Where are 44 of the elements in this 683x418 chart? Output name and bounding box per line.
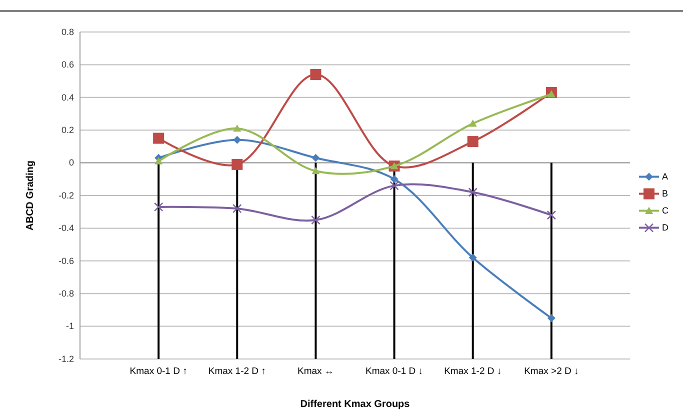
y-tick-label: -0.8 (58, 288, 74, 298)
point (468, 120, 477, 127)
point (312, 154, 320, 162)
point (153, 132, 164, 144)
point (233, 136, 242, 144)
y-tick-label: -0.4 (58, 223, 74, 234)
y-tick-label: -1.2 (58, 354, 74, 364)
x-tick-label: Kmax 0-1 D ↓ (366, 366, 424, 377)
x-axis-title: Different Kmax Groups (300, 399, 410, 410)
x-tick-label: Kmax >2 D ↓ (524, 366, 579, 377)
point (154, 157, 163, 164)
x-tick-label: Kmax 1-2 D ↑ (208, 366, 266, 377)
point (390, 181, 399, 190)
y-axis-title: ABCD Grading (25, 160, 36, 230)
point (547, 90, 556, 98)
point (468, 188, 478, 197)
x-tick-label: Kmax 1-2 D ↓ (444, 366, 502, 377)
point (232, 158, 243, 170)
y-tick-label: 0.8 (61, 26, 74, 37)
point (233, 124, 242, 132)
point (390, 175, 398, 184)
point (310, 69, 322, 80)
legend-label: D (662, 222, 669, 233)
legend-label: B (662, 188, 668, 199)
point (546, 210, 556, 220)
point (312, 166, 320, 174)
point (467, 136, 478, 148)
point (154, 202, 164, 212)
y-tick-label: 0.6 (61, 60, 74, 70)
point (311, 215, 320, 225)
legend-label: A (662, 172, 668, 182)
x-tick-label: Kmax 0-1 D ↑ (130, 366, 188, 377)
point (390, 162, 398, 170)
point (232, 204, 242, 214)
legend-label: C (662, 206, 669, 216)
point (468, 254, 477, 262)
x-tick-label: Kmax ↔ (297, 366, 334, 377)
y-tick-label: 0.2 (61, 124, 74, 135)
y-tick-label: 0.4 (61, 92, 74, 102)
y-tick-label: -1 (66, 321, 74, 332)
y-tick-label: 0 (68, 158, 74, 168)
y-tick-label: -0.2 (58, 190, 74, 200)
point (547, 314, 556, 322)
y-tick-label: -0.6 (58, 256, 74, 266)
